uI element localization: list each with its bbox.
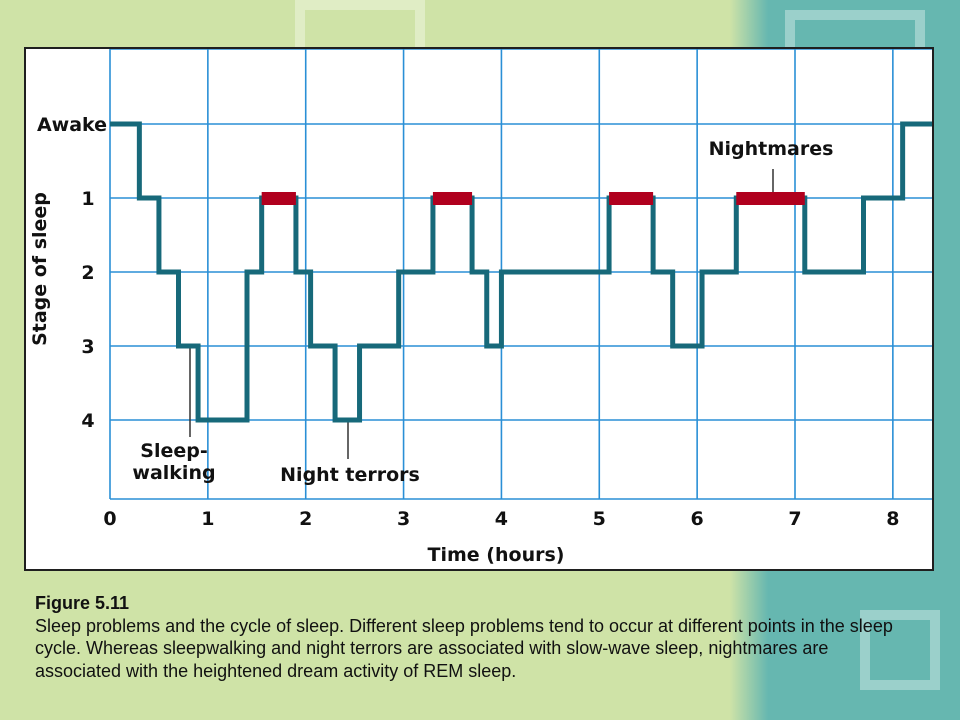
y-tick-label: 2 <box>81 262 94 284</box>
figure-caption: Figure 5.11 Sleep problems and the cycle… <box>35 592 915 682</box>
nightmare-segment <box>736 192 805 205</box>
annotation-nightmares: Nightmares <box>709 138 834 160</box>
x-tick-label: 0 <box>103 508 116 530</box>
sleep-stage-line <box>110 121 932 423</box>
nightmare-segment <box>609 192 654 205</box>
figure-label: Figure 5.11 <box>35 593 130 613</box>
x-tick-label: 7 <box>788 508 801 530</box>
y-tick-label: Awake <box>37 114 107 136</box>
x-axis-label: Time (hours) <box>428 544 565 566</box>
x-tick-label: 1 <box>201 508 214 530</box>
x-tick-label: 4 <box>495 508 508 530</box>
nightmare-segment <box>432 192 473 205</box>
x-tick-label: 2 <box>299 508 312 530</box>
x-tick-label: 3 <box>397 508 410 530</box>
nightmare-segment <box>261 192 296 205</box>
y-axis-label: Stage of sleep <box>29 192 51 346</box>
y-tick-label: 3 <box>81 336 94 358</box>
annotation-night-terrors: Night terrors <box>280 464 420 486</box>
chart-panel: Awake 1 2 3 4 0 1 2 3 4 5 6 7 8 Time (hours) Stage of s… <box>24 47 934 571</box>
annotation-sleepwalking: Sleep- <box>140 440 207 462</box>
y-tick-label: 1 <box>81 188 94 210</box>
sleep-cycle-chart: Awake 1 2 3 4 0 1 2 3 4 5 6 7 8 Time (hours) Stage of s… <box>29 49 932 566</box>
annotation-sleepwalking: walking <box>132 462 215 484</box>
caption-text: Sleep problems and the cycle of sleep. D… <box>35 615 893 681</box>
x-tick-label: 5 <box>593 508 606 530</box>
y-tick-label: 4 <box>81 410 94 432</box>
x-tick-label: 6 <box>691 508 704 530</box>
x-tick-label: 8 <box>886 508 899 530</box>
